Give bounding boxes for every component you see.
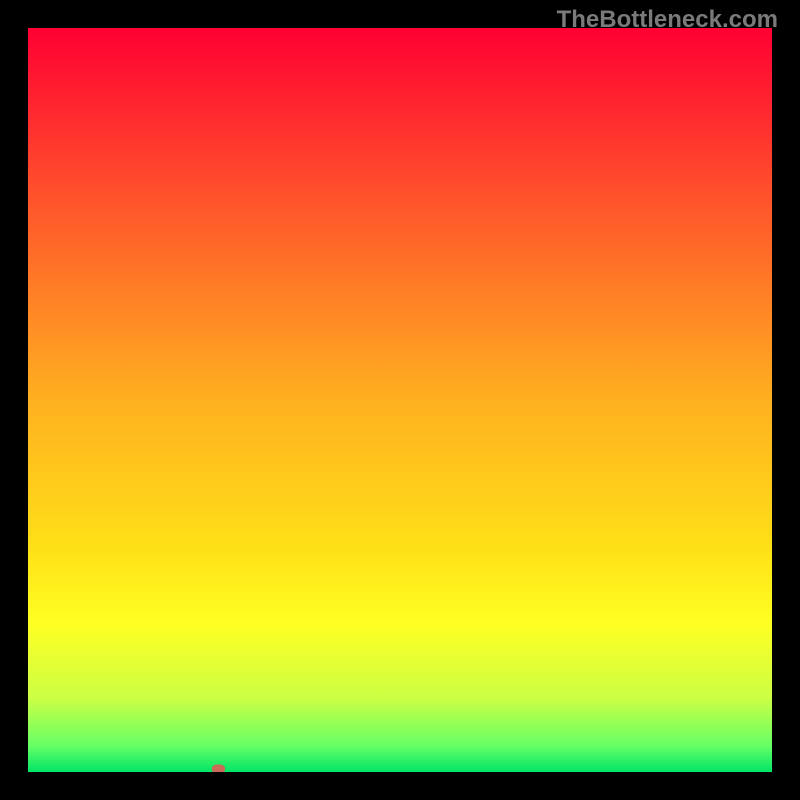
plot-area <box>28 28 772 772</box>
plot-svg <box>28 28 772 772</box>
minimum-marker <box>212 765 225 772</box>
watermark-text: TheBottleneck.com <box>557 6 778 34</box>
gradient-background <box>28 28 772 772</box>
chart-container: TheBottleneck.com <box>0 0 800 800</box>
